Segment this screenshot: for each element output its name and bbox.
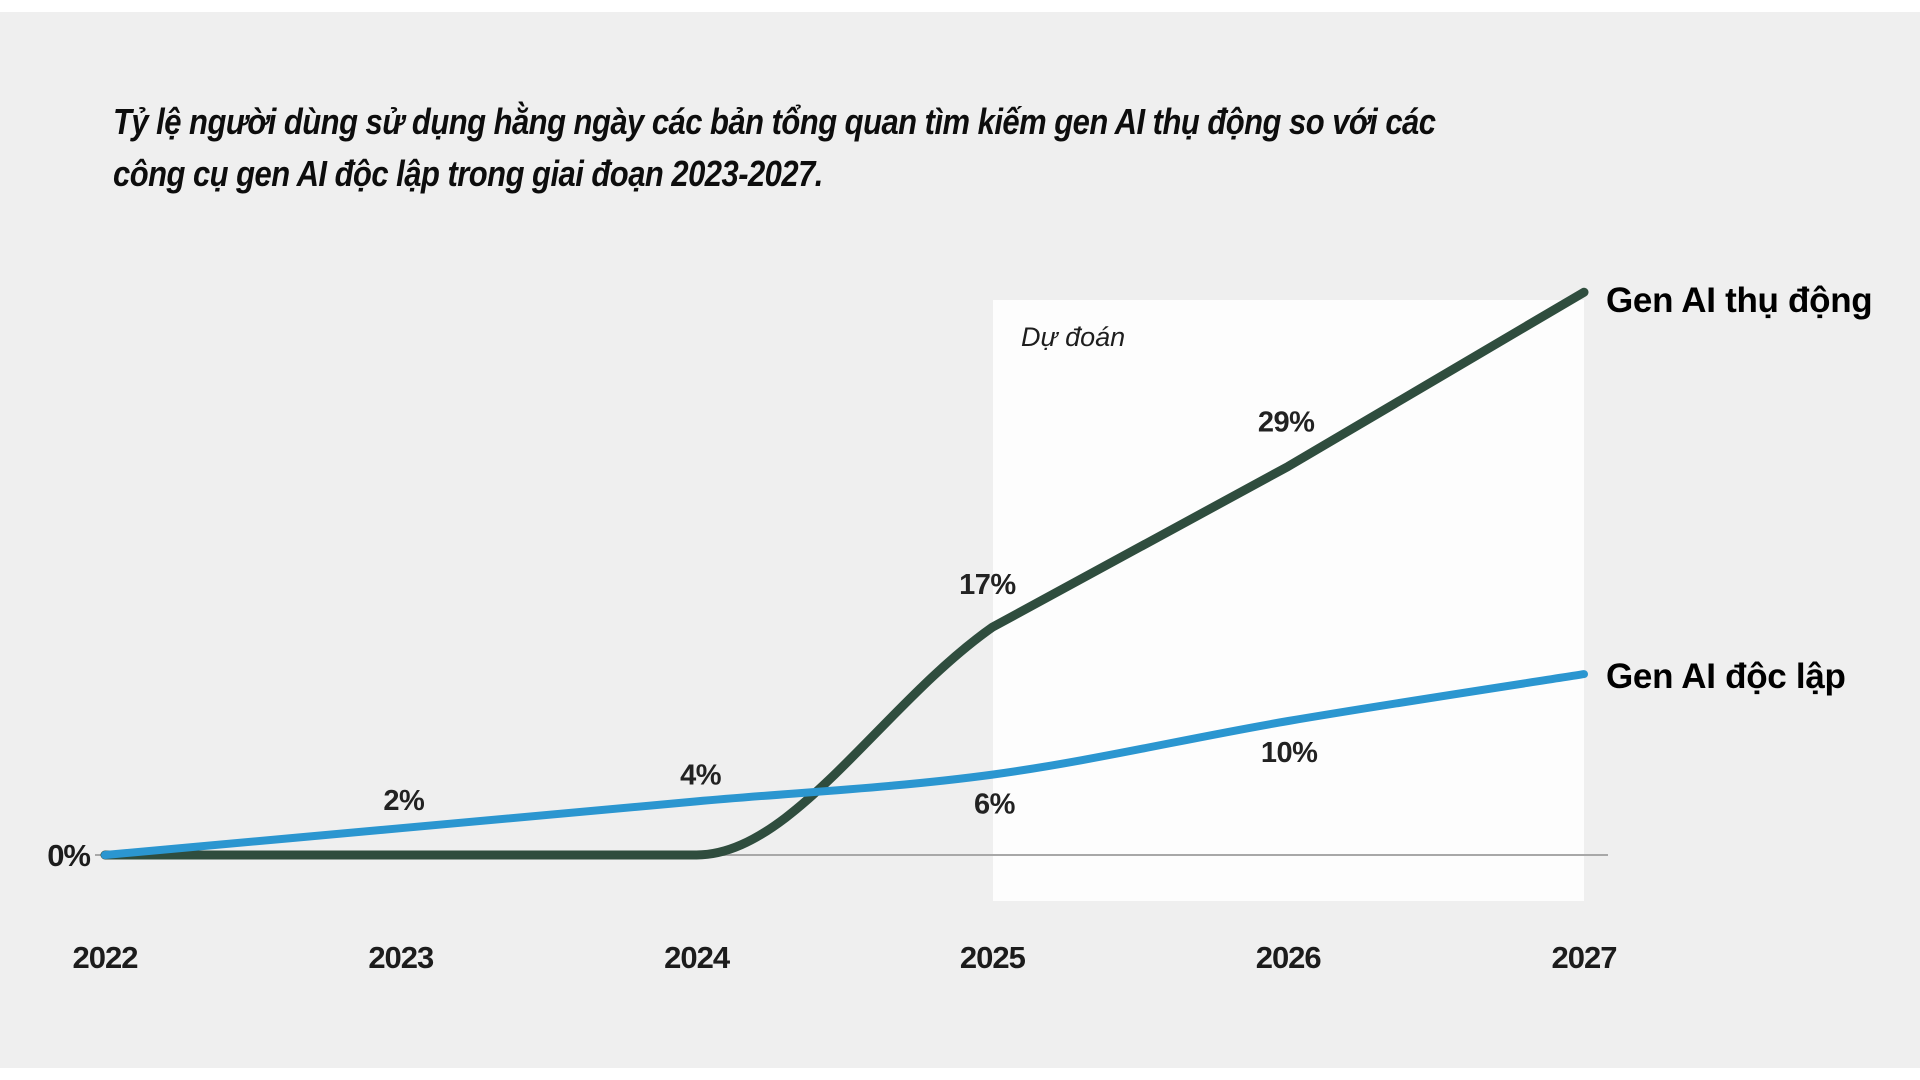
x-tick-label-2025: 2025 — [960, 940, 1026, 975]
chart-background: Tỷ lệ người dùng sử dụng hằng ngày các b… — [0, 12, 1920, 1068]
point-label-standalone-2023: 2% — [383, 785, 425, 817]
standalone-series-line — [101, 670, 1588, 859]
chart-title-line-2: công cụ gen AI độc lập trong giai đoạn 2… — [113, 153, 823, 194]
forecast-label: Dự đoán — [1021, 322, 1125, 352]
legend-label-standalone: Gen AI độc lập — [1606, 657, 1846, 696]
chart-title: Tỷ lệ người dùng sử dụng hằng ngày các b… — [113, 96, 1613, 200]
x-tick-label-2026: 2026 — [1256, 940, 1322, 975]
point-label-standalone-2024: 4% — [680, 759, 722, 791]
passive-series-line — [100, 287, 1589, 860]
x-tick-label-2024: 2024 — [664, 940, 731, 975]
x-tick-label-2022: 2022 — [73, 940, 138, 975]
forecast-region — [993, 300, 1584, 901]
point-label-standalone-2026: 10% — [1261, 737, 1318, 769]
chart-title-line-1: Tỷ lệ người dùng sử dụng hằng ngày các b… — [113, 101, 1436, 142]
legend-label-passive: Gen AI thụ động — [1606, 281, 1872, 320]
point-label-passive-2025: 17% — [959, 569, 1016, 601]
y-zero-label: 0% — [47, 838, 90, 873]
point-label-passive-2026: 29% — [1258, 406, 1315, 438]
data-point-labels: 17% 29% 2% 4% 6% 10% — [383, 406, 1318, 820]
point-label-standalone-2025: 6% — [974, 789, 1016, 821]
x-axis-labels: 2022 2023 2024 2025 2026 2027 — [73, 940, 1618, 975]
x-tick-label-2023: 2023 — [368, 940, 434, 975]
x-tick-label-2027: 2027 — [1552, 940, 1617, 975]
